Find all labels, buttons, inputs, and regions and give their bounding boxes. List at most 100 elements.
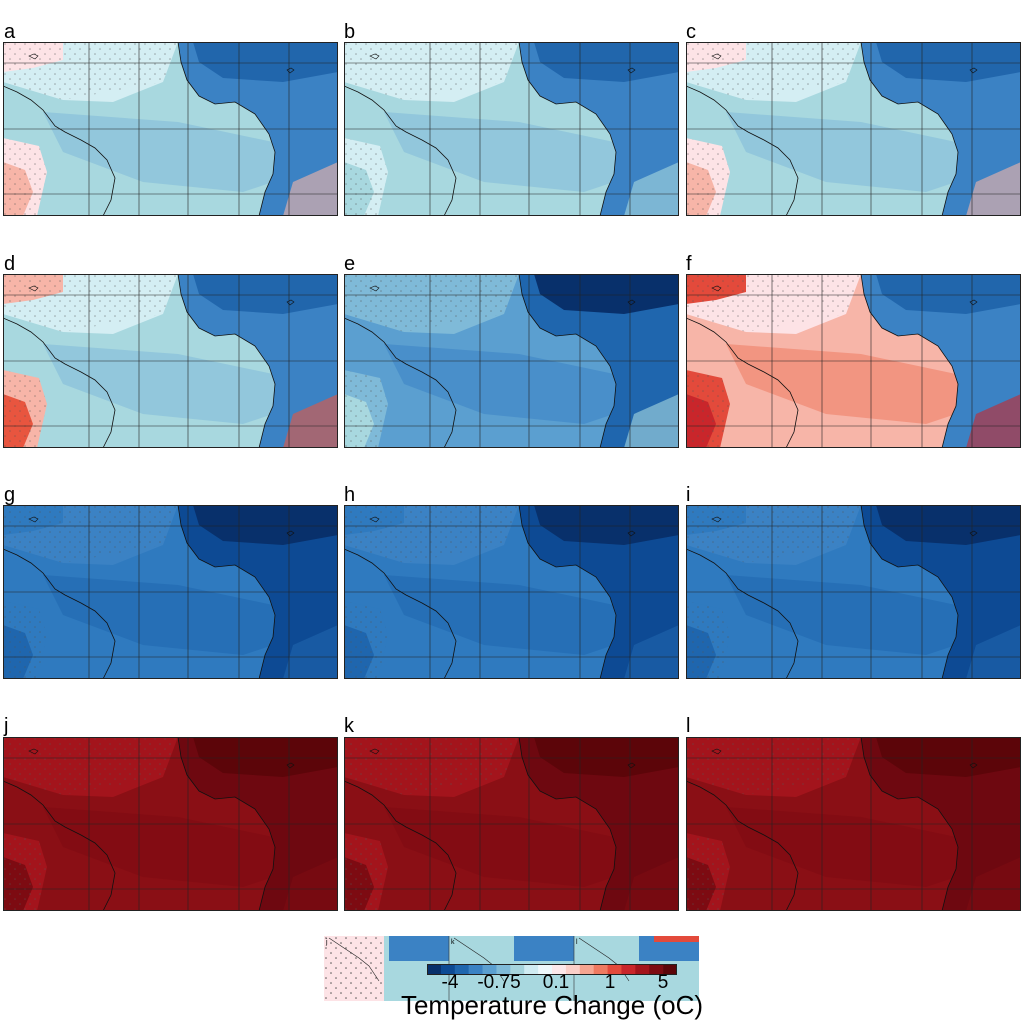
coastline [627, 762, 636, 769]
coastline [711, 53, 722, 60]
land-core [876, 737, 1021, 777]
map-panel-b [344, 42, 679, 216]
coastline [177, 737, 276, 911]
corner-patch [624, 625, 679, 679]
panel-frame [3, 737, 338, 911]
coastline [860, 737, 959, 911]
stipple-left [686, 833, 730, 911]
inset-label-j: j [325, 939, 328, 946]
colorbar-bin [468, 964, 483, 975]
land-region [178, 274, 338, 448]
colorbar-frame [427, 964, 677, 975]
panel-label-b: b [344, 21, 356, 43]
mid-band [384, 112, 644, 192]
coastline [969, 530, 978, 537]
stipple-upper [686, 505, 861, 563]
colorbar-bin [496, 964, 511, 975]
stipple-left [3, 601, 47, 679]
land-core [534, 505, 679, 545]
corner-patch [966, 394, 1021, 448]
land-region [178, 505, 338, 679]
stipple-left [686, 601, 730, 679]
colorbar-tick-5: 5 [657, 972, 669, 993]
stipple-left [344, 601, 388, 679]
map-panel-h [344, 505, 679, 679]
colorbar-bin [552, 964, 567, 975]
land-core [193, 737, 338, 777]
panel-label-h: h [344, 484, 356, 506]
coastline [711, 516, 722, 523]
colorbar-tick-3: 0.1 [542, 972, 570, 993]
inset-label-k: k [451, 939, 455, 946]
coastline [344, 85, 457, 216]
coastline [177, 42, 276, 216]
coastline [518, 42, 617, 216]
panel-frame [686, 505, 1021, 679]
colorbar-bin [663, 964, 677, 975]
land-core [876, 274, 1021, 314]
panel-frame [344, 737, 679, 911]
land-core [534, 737, 679, 777]
colorbar-bin [635, 964, 650, 975]
panel-frame [686, 737, 1021, 911]
mid-band [384, 807, 644, 887]
coastline [369, 516, 380, 523]
map-panel-g [3, 505, 338, 679]
stipple-upper [344, 274, 519, 332]
coastline [3, 780, 116, 911]
map-panel-i [686, 505, 1021, 679]
stipple-upper [686, 42, 861, 100]
panel-frame [686, 42, 1021, 216]
coastline [627, 299, 636, 306]
colorbar-bin [593, 964, 608, 975]
panel-label-f: f [686, 253, 692, 275]
colorbar-bin [454, 964, 469, 975]
colorbar-tick-2: -0.75 [477, 972, 521, 993]
stipple-upper [3, 42, 178, 100]
mid-band [43, 575, 303, 655]
colorbar-tick-4: 1 [604, 972, 616, 993]
panel-label-c: c [686, 21, 696, 43]
panel-label-i: i [686, 484, 691, 506]
corner-patch [283, 394, 338, 448]
coastline [860, 274, 959, 448]
map-panel-f [686, 274, 1021, 448]
stipple-left [344, 833, 388, 911]
panel-label-l: l [686, 715, 691, 737]
stipple-upper [344, 737, 519, 795]
land-core [876, 505, 1021, 545]
coastline [686, 780, 799, 911]
panel-frame [344, 42, 679, 216]
map-panel-c [686, 42, 1021, 216]
coastline [686, 85, 799, 216]
colorbar-bin [607, 964, 622, 975]
stipple-left [686, 370, 730, 448]
coastline [369, 285, 380, 292]
coastline [344, 317, 457, 448]
panel-label-g: g [4, 484, 16, 506]
colorbar-bin [579, 964, 594, 975]
land-core [534, 274, 679, 314]
colorbar [427, 964, 677, 975]
panel-frame [3, 274, 338, 448]
stipple-upper [3, 505, 178, 563]
corner-patch [624, 162, 679, 216]
mid-band [384, 575, 644, 655]
coastline [286, 530, 295, 537]
panel-label-j: j [4, 715, 9, 737]
mid-band [726, 807, 986, 887]
corner-patch [966, 857, 1021, 911]
map-panel-l [686, 737, 1021, 911]
land-region [519, 737, 679, 911]
map-panel-e [344, 274, 679, 448]
colorbar-bin [565, 964, 581, 975]
land-region [861, 274, 1021, 448]
coastline [3, 548, 116, 679]
corner-patch [624, 857, 679, 911]
coastline [969, 299, 978, 306]
coastline [969, 67, 978, 74]
map-panel-k [344, 737, 679, 911]
colorbar-bin [538, 964, 553, 975]
coastline [344, 780, 457, 911]
coastline [627, 530, 636, 537]
